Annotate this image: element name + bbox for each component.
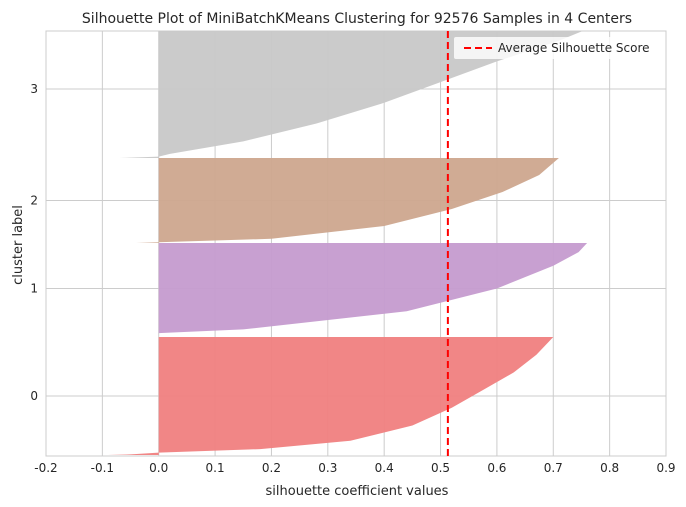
- cluster-2-area: [136, 158, 559, 243]
- x-tick-label: 0.6: [487, 461, 506, 475]
- x-tick-label: 0.9: [656, 461, 675, 475]
- x-tick-label: 0.8: [600, 461, 619, 475]
- x-tick-label: 0.2: [262, 461, 281, 475]
- legend-box: [454, 37, 660, 59]
- x-tick-label: 0.1: [206, 461, 225, 475]
- x-tick-label: 0.3: [318, 461, 337, 475]
- x-tick-label: 0.4: [375, 461, 394, 475]
- y-tick-label: 0: [30, 389, 38, 403]
- x-tick-label: -0.2: [34, 461, 57, 475]
- legend: Average Silhouette Score: [454, 37, 660, 59]
- x-tick-label: 0.5: [431, 461, 450, 475]
- chart-title: Silhouette Plot of MiniBatchKMeans Clust…: [82, 11, 632, 27]
- x-tick-label: 0.7: [544, 461, 563, 475]
- y-tick-label: 3: [30, 82, 38, 96]
- x-ticks: -0.2 -0.1 0.0 0.1 0.2 0.3 0.4 0.5 0.6 0.7 0.8 0.9: [34, 461, 675, 475]
- y-tick-label: 2: [30, 194, 38, 208]
- x-tick-label: -0.1: [91, 461, 114, 475]
- cluster-1-area: [158, 243, 588, 334]
- y-ticks: 0 1 2 3: [30, 82, 38, 403]
- x-axis-label: silhouette coefficient values: [266, 484, 449, 499]
- x-tick-label: 0.0: [149, 461, 168, 475]
- y-tick-label: 1: [30, 282, 38, 296]
- cluster-3-area: [119, 31, 583, 158]
- cluster-0-area: [108, 337, 554, 455]
- cluster-areas: [108, 31, 588, 455]
- y-axis-label: cluster label: [11, 205, 26, 285]
- legend-label: Average Silhouette Score: [498, 41, 650, 55]
